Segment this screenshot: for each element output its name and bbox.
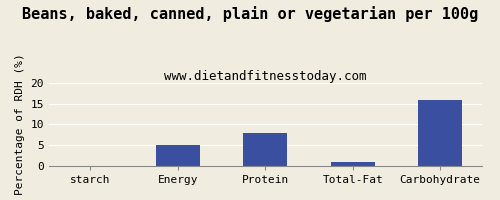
Y-axis label: Percentage of RDH (%): Percentage of RDH (%) [15, 54, 25, 195]
Bar [331, 162, 374, 166]
Bar [244, 133, 287, 166]
Bar [418, 100, 462, 166]
Bar [156, 145, 200, 166]
Title: www.dietandfitnesstoday.com: www.dietandfitnesstoday.com [164, 70, 366, 83]
Text: Beans, baked, canned, plain or vegetarian per 100g: Beans, baked, canned, plain or vegetaria… [22, 6, 478, 22]
